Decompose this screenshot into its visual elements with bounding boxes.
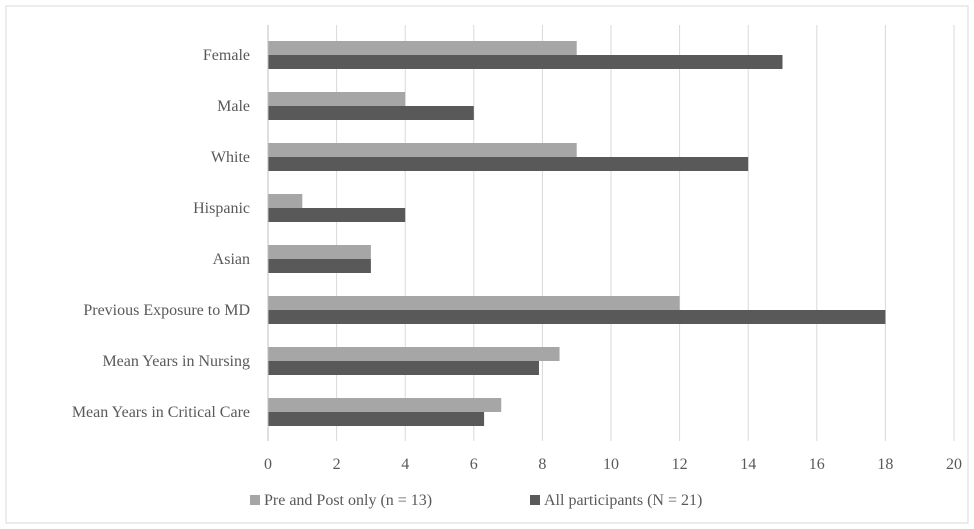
category-label: Male (217, 98, 250, 115)
bar-pre-post-6 (268, 347, 560, 361)
legend-swatch (250, 495, 260, 505)
category-label: Asian (213, 251, 250, 268)
bar-all-3 (268, 208, 406, 222)
bar-pre-post-7 (268, 398, 502, 412)
x-tick-label: 2 (333, 456, 341, 473)
x-tick-label: 10 (603, 456, 619, 473)
x-tick-labels: 0 2 4 6 8 10 12 14 16 18 20 (264, 456, 962, 473)
bar-all-7 (268, 412, 485, 426)
bar-all-2 (268, 157, 749, 171)
legend: Pre and Post only (n = 13) All participan… (250, 492, 702, 509)
x-tick-label: 6 (470, 456, 478, 473)
x-tick-label: 14 (740, 456, 756, 473)
category-label: Hispanic (193, 200, 250, 217)
bar-pre-post-0 (268, 41, 577, 55)
x-tick-label: 8 (538, 456, 546, 473)
category-label: Previous Exposure to MD (83, 302, 250, 319)
x-tick-label: 16 (809, 456, 825, 473)
category-labels: Female Male White Hispanic Asian Previous Exp… (72, 47, 250, 421)
bar-pre-post-4 (268, 245, 371, 259)
bar-all-5 (268, 310, 886, 324)
bar-all-1 (268, 106, 474, 120)
bar-pre-post-5 (268, 296, 680, 310)
bar-pre-post-2 (268, 143, 577, 157)
chart-frame (5, 5, 969, 524)
category-label: White (211, 149, 250, 166)
legend-label: Pre and Post only (n = 13) (264, 492, 432, 509)
x-tick-label: 18 (877, 456, 893, 473)
category-label: Mean Years in Critical Care (72, 404, 250, 421)
bars (268, 41, 886, 426)
bar-all-6 (268, 361, 539, 375)
legend-label: All participants (N = 21) (544, 492, 702, 509)
bar-all-4 (268, 259, 371, 273)
x-tick-label: 4 (401, 456, 409, 473)
category-label: Mean Years in Nursing (102, 353, 250, 370)
category-label: Female (203, 47, 250, 64)
x-tick-label: 12 (672, 456, 688, 473)
bar-pre-post-3 (268, 194, 303, 208)
bar-all-0 (268, 55, 783, 69)
x-tick-label: 0 (264, 456, 272, 473)
bar-pre-post-1 (268, 92, 406, 106)
x-tick-label: 20 (946, 456, 962, 473)
legend-swatch (530, 495, 540, 505)
